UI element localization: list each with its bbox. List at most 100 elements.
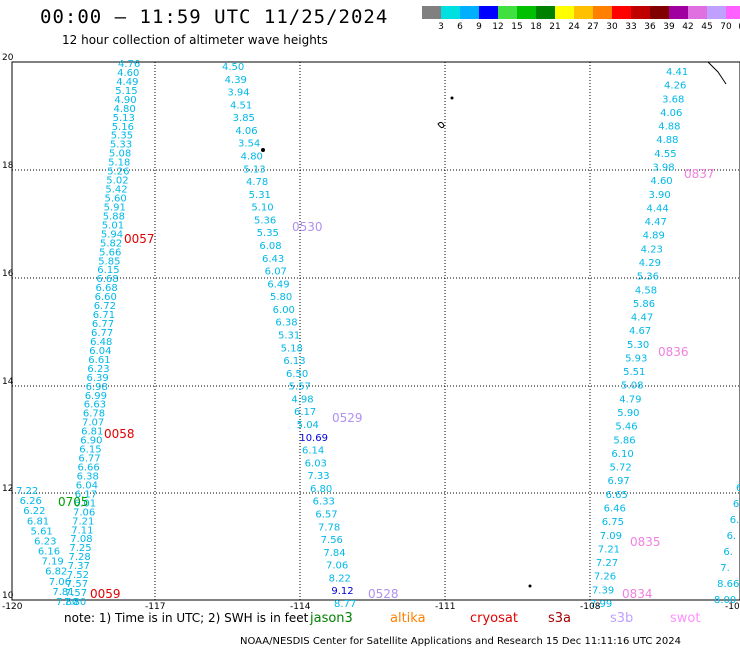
legend-label: 27: [587, 22, 599, 32]
legend-swatch: [574, 6, 593, 19]
y-tick-label: 16: [2, 269, 14, 279]
wave-height-value: 7.27: [596, 558, 618, 569]
wave-height-value: 4.51: [230, 100, 252, 111]
wave-height-value: 8.77: [334, 599, 356, 610]
wave-height-value: 6.38: [275, 318, 297, 329]
wave-height-value: 6.01: [74, 498, 96, 509]
wave-height-value: 5.86: [633, 299, 655, 310]
pass-time-label: 0705: [58, 495, 89, 509]
wave-height-value: 4.88: [656, 135, 678, 146]
wave-height-value: 5.33: [110, 140, 132, 151]
wave-height-value: 5.31: [249, 190, 271, 201]
wave-height-value: 4.41: [666, 67, 688, 78]
pass-time-label: 0530: [292, 220, 323, 234]
altimeter-tracks: 4.764.604.495.154.904.805.135.165.355.33…: [16, 59, 740, 610]
wave-height-value: 6.71: [93, 310, 115, 321]
wave-height-value: 9.12: [331, 586, 353, 597]
wave-height-value: 7.07: [82, 418, 104, 429]
wave-height-value: 6.17: [294, 407, 316, 418]
legend-swatch: [460, 6, 479, 19]
y-tick-label: 18: [2, 161, 14, 171]
wave-height-value: 7.99: [590, 599, 612, 610]
wave-height-value: 4.06: [235, 126, 257, 137]
legend-label: 70: [720, 22, 732, 32]
wave-height-value: 6.98: [86, 382, 108, 393]
legend-swatch: [650, 6, 669, 19]
wave-height-value: 5.36: [254, 215, 276, 226]
legend-swatch: [688, 6, 707, 19]
wave-height-value: 6.: [727, 531, 737, 542]
legend-label: 33: [625, 22, 637, 32]
wave-height-value: 7.84: [323, 548, 345, 559]
wave-height-value: 7.: [720, 563, 730, 574]
wave-height-value: 5.15: [115, 86, 137, 97]
wave-height-value: 4.55: [654, 149, 676, 160]
legend-label: 42: [682, 22, 694, 32]
wave-height-value: 3.54: [238, 139, 260, 150]
wave-height-value: 4.23: [641, 244, 663, 255]
legend-swatch: [498, 6, 517, 19]
wave-height-value: 5.60: [105, 194, 127, 205]
wave-height-value: 4.60: [117, 68, 139, 79]
satellite-label: swot: [670, 611, 701, 626]
x-tick-label: -120: [2, 602, 23, 612]
legend-swatch: [536, 6, 555, 19]
wave-height-value: 6.72: [94, 301, 116, 312]
wave-height-value: 6.77: [78, 454, 100, 465]
legend-swatch: [593, 6, 612, 19]
wave-height-value: 7.08: [70, 534, 92, 545]
x-tick-label: -108: [580, 602, 601, 612]
wave-height-value: 5.46: [615, 422, 637, 433]
wave-height-value: 7.19: [41, 557, 63, 568]
pass-time-label: 0834: [622, 587, 653, 601]
legend-swatch: [612, 6, 631, 19]
wave-height-value: 5.13: [113, 113, 135, 124]
wave-height-value: 6.07: [265, 267, 287, 278]
wave-height-value: 6.04: [76, 480, 98, 491]
legend-label: 3: [438, 22, 444, 32]
wave-height-value: 6.66: [78, 463, 100, 474]
wave-height-value: 6.49: [267, 279, 289, 290]
wave-height-value: 5.30: [627, 340, 649, 351]
wave-height-value: 3.68: [662, 94, 684, 105]
wave-height-value: 8.00: [714, 595, 736, 606]
pass-time-label: 0059: [90, 587, 121, 601]
wave-height-value: 6.82: [45, 567, 67, 578]
wave-height-value: 6.60: [95, 292, 117, 303]
y-tick-label: 12: [2, 484, 14, 494]
satellite-label: s3a: [548, 611, 572, 626]
wave-height-value: 4.80: [114, 104, 136, 115]
legend-label: 30: [606, 22, 618, 32]
x-tick-label: -117: [145, 602, 166, 612]
wave-height-value: 5.10: [251, 203, 273, 214]
wave-height-value: 6.43: [262, 254, 284, 265]
wave-height-value: 5.18: [281, 343, 303, 354]
wave-height-value: 5.01: [102, 220, 124, 231]
legend-label: 15: [511, 22, 523, 32]
pass-time-label: 0057: [124, 232, 155, 246]
wave-height-value: 7.81: [52, 587, 74, 598]
legend-label: 39: [663, 22, 675, 32]
wave-height-value: 7.52: [67, 570, 89, 581]
wave-height-value: 4.80: [241, 152, 263, 163]
page-title: 00:00 — 11:59 UTC 11/25/2024: [40, 6, 389, 28]
wave-height-value: 4.58: [635, 285, 657, 296]
wave-height-value: 5.51: [623, 367, 645, 378]
wave-height-value: 7.28: [69, 552, 91, 563]
wave-height-value: 3.90: [648, 190, 670, 201]
legend-swatch: [726, 6, 740, 19]
wave-height-value: 3.98: [652, 162, 674, 173]
wave-height-value: 4.78: [246, 177, 268, 188]
wave-height-value: 5.16: [112, 122, 134, 133]
wave-height-value: 10.69: [299, 433, 328, 444]
wave-height-value: 7.21: [598, 544, 620, 555]
wave-height-value: 7.39: [592, 585, 614, 596]
pass-time-label: 0836: [658, 345, 689, 359]
wave-height-value: 4.06: [660, 108, 682, 119]
wave-height-value: 7.80: [56, 597, 78, 608]
wave-height-value: 4.98: [291, 394, 313, 405]
wave-height-value: 6.46: [604, 504, 626, 515]
wave-height-value: 4.67: [629, 326, 651, 337]
legend-swatch: [555, 6, 574, 19]
